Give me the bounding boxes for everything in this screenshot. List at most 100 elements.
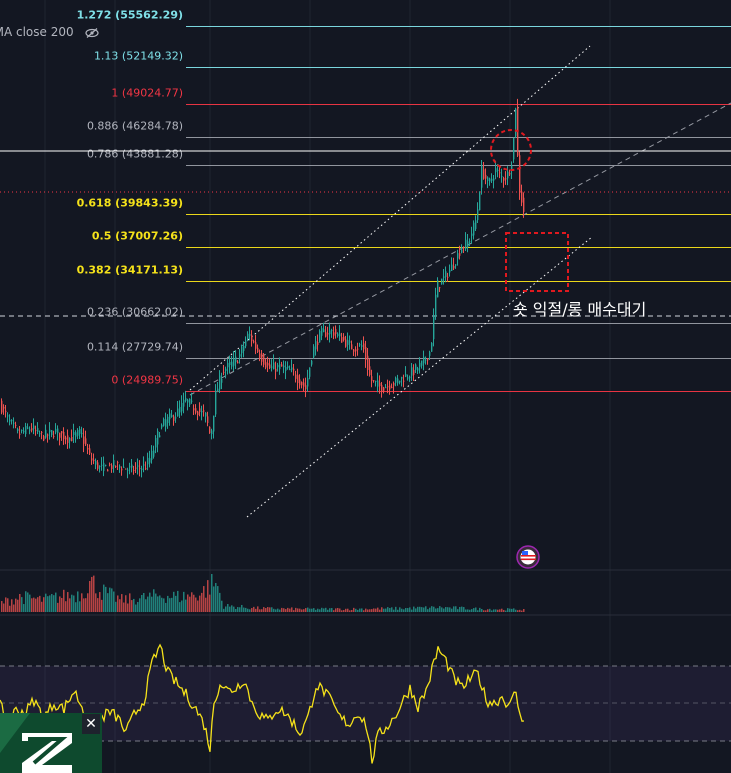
volume-bar [163, 598, 165, 612]
candle [395, 376, 397, 387]
volume-bar [375, 608, 377, 612]
volume-bar [317, 608, 319, 612]
volume-bar [403, 609, 405, 612]
candle [429, 350, 431, 361]
z-logo-icon[interactable] [0, 713, 102, 773]
volume-bar [449, 607, 451, 612]
candle [345, 335, 347, 348]
candle [175, 412, 177, 423]
candle [297, 368, 299, 391]
candle [411, 362, 413, 381]
indicator-legend[interactable]: SMA close 200 [0, 25, 100, 39]
fibonacci-retracement[interactable]: 1.272 (55562.29) 1.13 (52149.32) 1 (49024.… [77, 9, 731, 392]
candle [87, 443, 89, 455]
candle [397, 374, 399, 386]
fib-level-label: 1.272 (55562.29) [77, 9, 183, 22]
candle [115, 465, 117, 468]
volume-bar [1, 601, 3, 612]
volume-bar [13, 604, 15, 612]
volume-bar [237, 607, 239, 612]
candle [73, 423, 75, 443]
volume-bar [107, 593, 109, 612]
volume-bar [407, 608, 409, 612]
volume-bar [205, 597, 207, 612]
volume-bar [201, 592, 203, 612]
volume-bar [283, 608, 285, 612]
volume-bar [473, 608, 475, 612]
volume-bar [515, 609, 517, 612]
volume-bar [55, 592, 57, 612]
candle [383, 386, 385, 394]
volume-bar [337, 607, 339, 612]
candle [249, 326, 251, 341]
candle [7, 412, 9, 423]
candle [301, 381, 303, 389]
candle [233, 350, 235, 372]
candle [135, 462, 137, 474]
candle [341, 332, 343, 343]
candle [43, 434, 45, 442]
volume-bar [327, 609, 329, 612]
volume-bar [139, 598, 141, 612]
candle [261, 350, 263, 366]
volume-bar [285, 609, 287, 612]
candle [77, 428, 79, 440]
candle [37, 422, 39, 435]
candle [317, 334, 319, 352]
volume-bar [481, 608, 483, 612]
candle [65, 435, 67, 445]
volume-bar [509, 608, 511, 612]
candle [493, 174, 495, 189]
candle [35, 425, 37, 436]
candle [427, 358, 429, 365]
candle [433, 308, 435, 347]
eye-off-icon[interactable] [85, 27, 100, 38]
candle [319, 329, 321, 343]
trend-channel[interactable] [189, 45, 731, 518]
volume-bar [221, 600, 223, 612]
candle [425, 356, 427, 365]
volume-bar [255, 608, 257, 612]
candle [149, 450, 151, 468]
volume-bar [409, 607, 411, 612]
candle [447, 272, 449, 283]
volume-bar [397, 609, 399, 612]
volume-bar [149, 592, 151, 612]
fib-level-label: 1 (49024.77) [111, 87, 183, 100]
candle [463, 246, 465, 254]
candle [153, 445, 155, 459]
candle [443, 269, 445, 285]
volume-bar [299, 608, 301, 612]
candle [5, 405, 7, 418]
volume-bar [453, 606, 455, 612]
volume-bar [351, 610, 353, 612]
candle [321, 325, 323, 341]
volume-bar [301, 609, 303, 612]
close-icon[interactable]: ✕ [82, 714, 100, 734]
volume-bar [459, 606, 461, 612]
fib-level-label: 0.618 (39843.39) [77, 197, 183, 210]
candle [97, 459, 99, 471]
candle [503, 176, 505, 188]
volume-bar [87, 593, 89, 612]
candle [109, 462, 111, 467]
volume-bar [69, 598, 71, 612]
candle [469, 238, 471, 247]
volume-bar [363, 610, 365, 612]
candle [323, 322, 325, 333]
volume-bar [199, 595, 201, 612]
us-flag-icon[interactable] [516, 545, 540, 569]
volume-bar [491, 610, 493, 612]
volume-bar [369, 609, 371, 612]
candle [1, 398, 3, 415]
volume-bar [489, 608, 491, 612]
candle [315, 335, 317, 356]
candle [367, 348, 369, 376]
volume-bar [379, 609, 381, 612]
volume-bar [507, 608, 509, 612]
candle [283, 360, 285, 374]
candle [101, 457, 103, 471]
candle [265, 358, 267, 370]
candle [63, 427, 65, 445]
